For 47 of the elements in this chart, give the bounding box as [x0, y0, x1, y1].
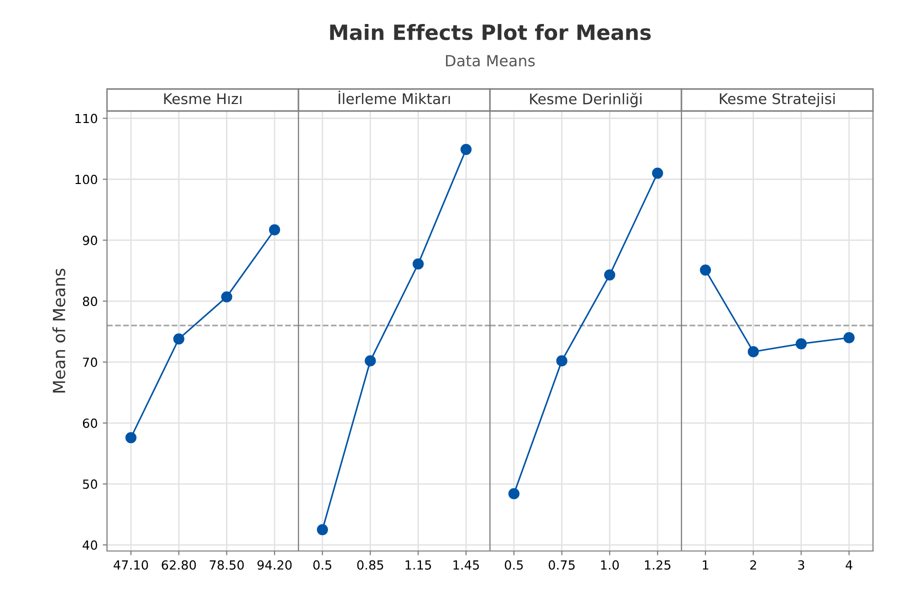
text: Data Means	[446, 55, 535, 66]
point	[556, 355, 568, 366]
x-tick-label: 4	[846, 560, 852, 570]
y-tick-label: 110	[75, 114, 98, 124]
point	[700, 264, 711, 276]
point	[604, 269, 616, 280]
point	[796, 338, 807, 350]
point	[125, 432, 136, 444]
point	[844, 332, 855, 344]
y-tick-label: 100	[75, 174, 98, 184]
x-tick-label: 0.5	[504, 560, 523, 570]
x-axis-title: Kesme Hızı	[164, 93, 242, 104]
point	[364, 355, 376, 366]
x-tick-label: 1.0	[601, 560, 619, 570]
x-tick-label: 1	[702, 560, 708, 570]
point	[460, 144, 472, 155]
y-tick-label: 80	[82, 296, 98, 306]
x-tick-label: 0.85	[357, 560, 384, 570]
point	[412, 258, 424, 270]
x-tick-label: 0.75	[548, 560, 575, 570]
x-axis-title: Kesme Derinliği	[530, 92, 642, 108]
x-tick-label: 0.5	[313, 560, 332, 570]
y-tick-label: 60	[82, 418, 98, 428]
point	[316, 524, 328, 536]
x-tick-label: 3	[798, 560, 804, 570]
text: Main Effects Plot for Means	[330, 24, 651, 40]
x-axis-title: İlerleme Miktarı	[338, 90, 450, 104]
y-tick-label: 40	[82, 540, 98, 550]
point	[652, 168, 664, 179]
x-tick-label: 62.80	[162, 560, 196, 570]
x-tick-label: 1.25	[645, 560, 670, 570]
x-tick-label: 1.15	[406, 560, 432, 570]
x-tick-label: 2	[750, 560, 756, 570]
x-tick-label: 78.50	[210, 560, 244, 570]
y-axis-title: Mean of Means	[52, 268, 66, 392]
x-tick-label: 47.10	[114, 560, 148, 570]
x-tick-label: 1.45	[454, 560, 479, 570]
point	[748, 346, 759, 358]
x-axis-title: Kesme Stratejisi	[720, 92, 835, 108]
y-tick-label: 70	[83, 358, 98, 368]
x-tick-label: 94.20	[257, 560, 292, 570]
point	[269, 224, 280, 236]
point	[173, 333, 184, 344]
y-tick-label: 90	[82, 236, 98, 246]
point	[508, 488, 520, 500]
y-tick-label: 50	[83, 479, 98, 489]
point	[221, 291, 232, 302]
